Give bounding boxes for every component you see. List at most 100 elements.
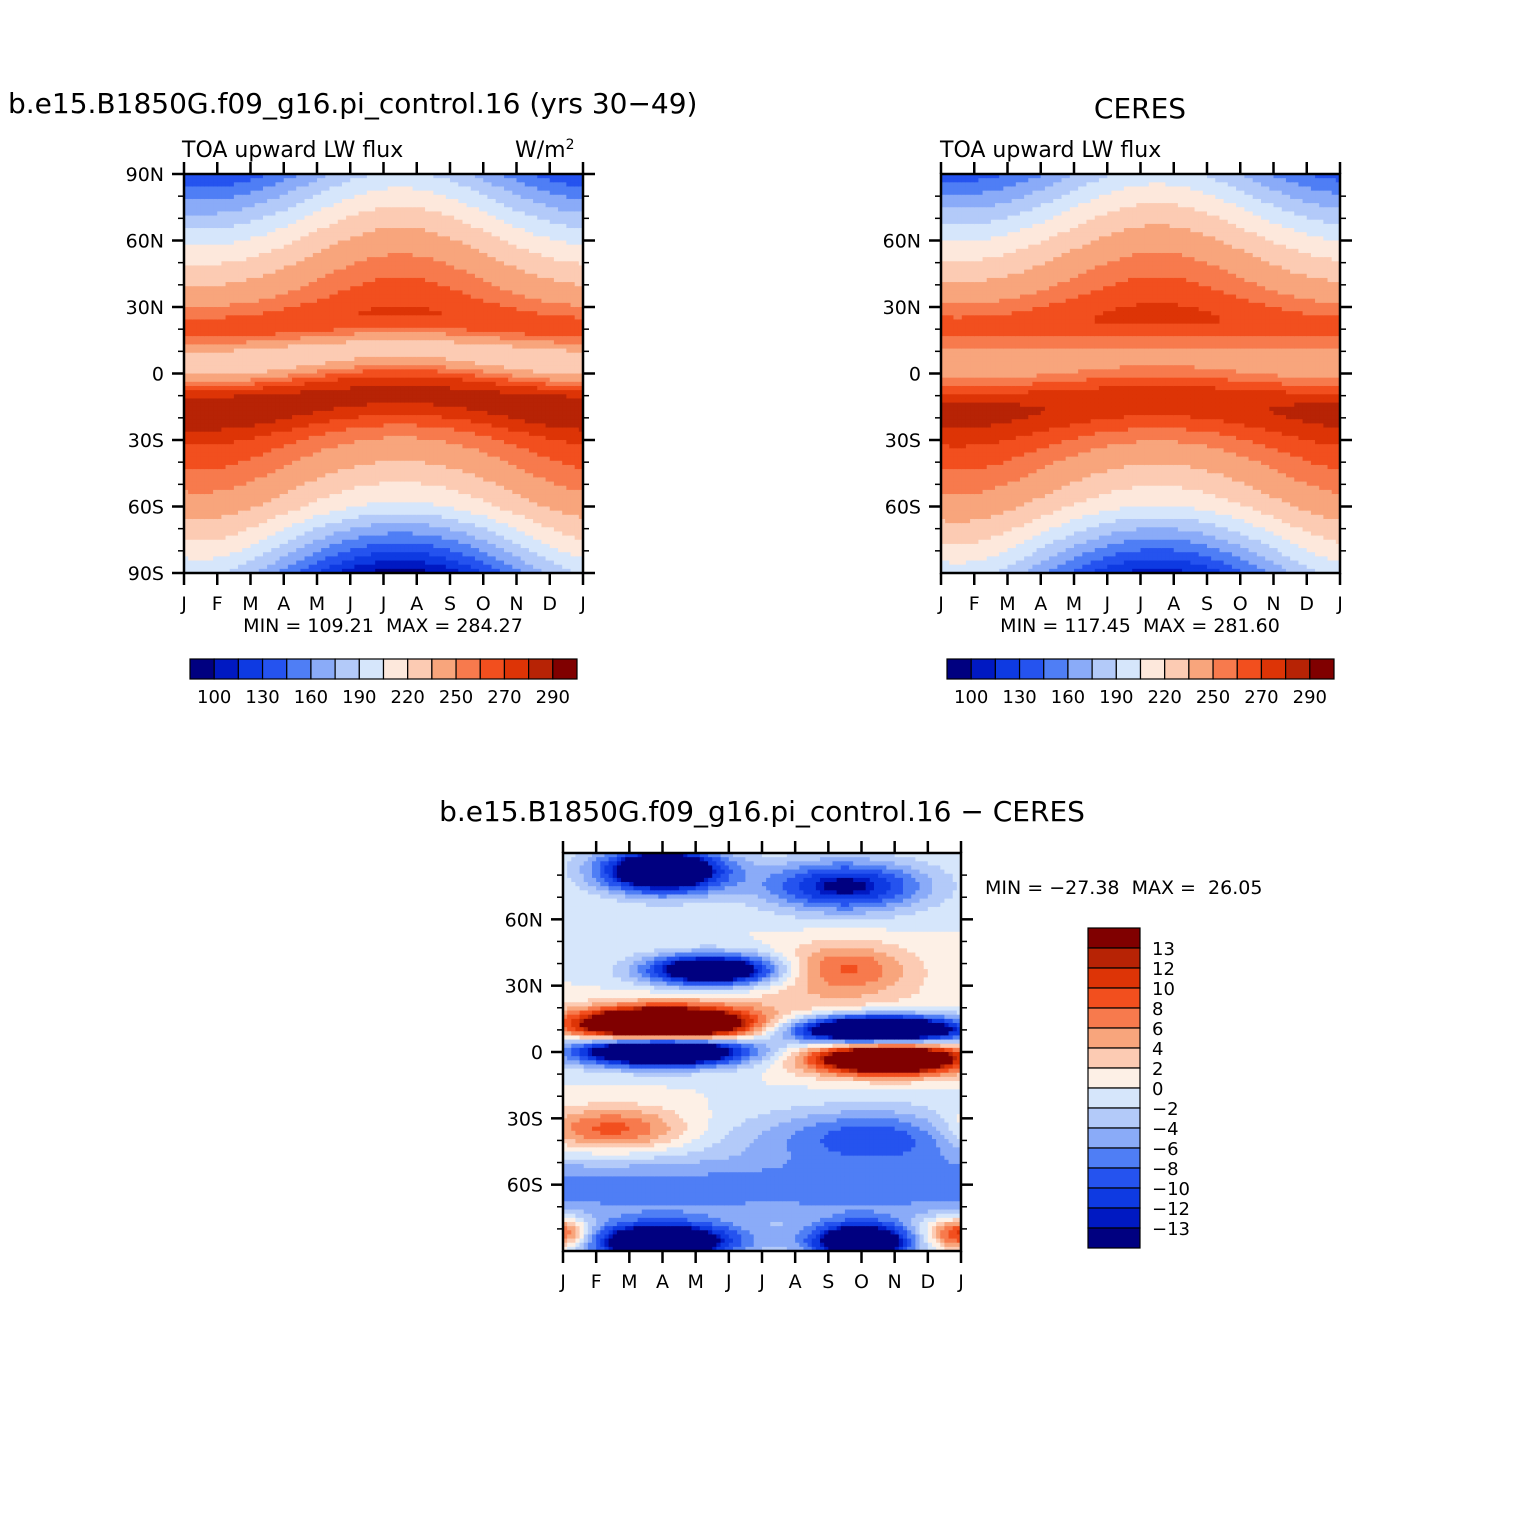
model-cell bbox=[329, 556, 335, 562]
model-cell bbox=[192, 207, 198, 213]
model-cell bbox=[292, 527, 297, 533]
model-cell bbox=[317, 315, 322, 321]
model-cell bbox=[196, 460, 202, 466]
model-cell bbox=[229, 277, 235, 283]
model-cell bbox=[371, 273, 376, 279]
model-cell bbox=[346, 294, 351, 300]
model-cell bbox=[208, 203, 214, 208]
model-cell bbox=[184, 261, 189, 267]
model-cell bbox=[350, 502, 356, 508]
model-cell bbox=[233, 394, 239, 400]
model-cell bbox=[296, 307, 301, 312]
model-cell bbox=[312, 527, 318, 533]
model-cell bbox=[200, 244, 206, 250]
model-cell bbox=[325, 211, 331, 217]
model-cell bbox=[196, 568, 202, 574]
model-cell bbox=[308, 203, 314, 208]
model-cell bbox=[275, 568, 281, 574]
model-cell bbox=[383, 286, 389, 291]
model-cell bbox=[229, 481, 235, 487]
model-cell bbox=[317, 535, 322, 541]
model-cell bbox=[387, 236, 393, 242]
model-cell bbox=[304, 564, 310, 570]
model-cell bbox=[238, 473, 243, 479]
model-cell bbox=[321, 514, 326, 520]
model-cell bbox=[184, 194, 189, 200]
model-cell bbox=[312, 352, 318, 358]
model-cell bbox=[262, 548, 268, 553]
model-cell bbox=[208, 494, 214, 499]
model-cell bbox=[221, 327, 227, 333]
model-cell bbox=[317, 352, 322, 358]
model-cell bbox=[238, 236, 243, 242]
model-cell bbox=[275, 273, 281, 279]
model-cell bbox=[221, 228, 227, 233]
model-cell bbox=[383, 440, 389, 445]
model-cell bbox=[204, 390, 210, 395]
model-cell bbox=[242, 423, 247, 429]
model-cell bbox=[238, 282, 243, 287]
model-cell bbox=[208, 390, 214, 395]
model-cell bbox=[279, 477, 285, 483]
model-cell bbox=[208, 361, 214, 366]
model-cell bbox=[391, 331, 397, 337]
model-cell bbox=[325, 390, 331, 395]
model-cell bbox=[329, 228, 335, 233]
model-cell bbox=[196, 548, 202, 553]
model-cell bbox=[308, 348, 314, 354]
model-cell bbox=[296, 539, 301, 545]
model-cell bbox=[371, 539, 376, 545]
model-cell bbox=[217, 248, 223, 254]
model-cell bbox=[242, 381, 247, 387]
model-cell bbox=[308, 452, 314, 458]
model-cell bbox=[325, 539, 331, 545]
model-cell bbox=[346, 415, 351, 420]
model-cell bbox=[221, 560, 227, 566]
model-cell bbox=[275, 219, 281, 225]
model-cell bbox=[196, 257, 202, 262]
model-cell bbox=[204, 560, 210, 566]
model-cell bbox=[395, 410, 401, 416]
model-cell bbox=[254, 190, 260, 196]
model-cell bbox=[250, 244, 256, 250]
model-cell bbox=[333, 211, 339, 217]
model-cell bbox=[358, 518, 364, 524]
model-cell bbox=[337, 385, 343, 391]
model-cell bbox=[200, 427, 206, 433]
model-cell bbox=[184, 448, 189, 454]
model-cell bbox=[283, 211, 289, 217]
model-cell bbox=[296, 535, 301, 541]
model-cell bbox=[184, 452, 189, 458]
model-cell bbox=[300, 207, 306, 213]
model-cell bbox=[341, 277, 347, 283]
model-cell bbox=[233, 257, 239, 262]
model-cell bbox=[283, 535, 289, 541]
model-cell bbox=[325, 564, 331, 570]
model-cell bbox=[395, 219, 401, 225]
model-cell bbox=[184, 402, 189, 408]
model-cell bbox=[258, 311, 264, 316]
model-cell bbox=[354, 381, 360, 387]
model-cell bbox=[375, 336, 380, 341]
model-cell bbox=[366, 419, 372, 424]
model-cell bbox=[233, 435, 239, 441]
model-cell bbox=[333, 543, 339, 549]
model-cell bbox=[204, 494, 210, 499]
model-cell bbox=[267, 543, 272, 549]
model-cell bbox=[371, 390, 376, 395]
model-cell bbox=[325, 194, 331, 200]
model-cell bbox=[358, 535, 364, 541]
model-cell bbox=[221, 444, 227, 449]
model-cell bbox=[200, 323, 206, 329]
model-cell bbox=[221, 390, 227, 395]
model-cell bbox=[258, 198, 264, 204]
model-cell bbox=[242, 294, 247, 300]
model-cell bbox=[300, 568, 306, 574]
model-cell bbox=[292, 248, 297, 254]
model-cell bbox=[254, 410, 260, 416]
model-cell bbox=[371, 215, 376, 221]
model-cell bbox=[391, 207, 397, 213]
model-cell bbox=[375, 228, 380, 233]
model-cell bbox=[271, 336, 277, 341]
model-cell bbox=[362, 431, 368, 437]
